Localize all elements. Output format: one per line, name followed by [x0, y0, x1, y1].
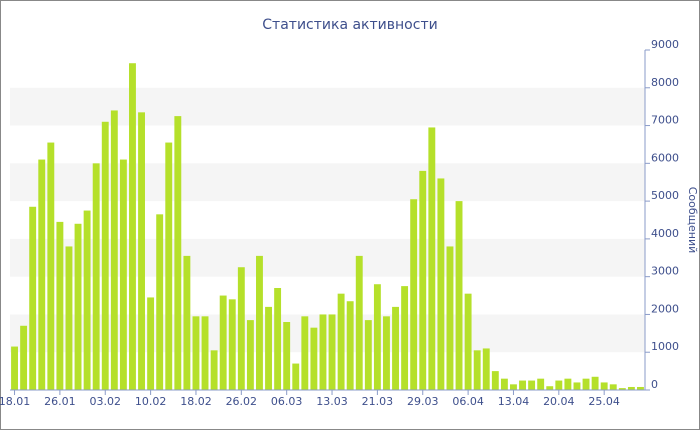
bar: [537, 378, 545, 390]
bar: [346, 301, 354, 390]
bar: [265, 306, 272, 390]
bar: [627, 386, 635, 390]
y-tick-label: 7000: [651, 114, 679, 127]
bar: [573, 382, 581, 390]
bar: [129, 63, 136, 390]
bar: [83, 210, 91, 390]
x-tick-label: 20.04: [543, 395, 575, 408]
bar: [546, 386, 554, 390]
bar: [428, 127, 436, 390]
bar: [319, 314, 327, 390]
bar: [473, 350, 481, 390]
bar: [38, 159, 46, 390]
bar: [482, 348, 490, 390]
y-tick-label: 3000: [651, 265, 679, 278]
x-tick-label: 26.01: [44, 395, 76, 408]
x-tick-label: 18.02: [180, 395, 212, 408]
y-tick-label: 0: [651, 378, 658, 391]
y-tick-label: 6000: [651, 151, 679, 164]
bar: [373, 284, 381, 390]
bar: [237, 267, 245, 390]
bar: [292, 363, 300, 390]
bar: [192, 316, 200, 390]
bar: [219, 295, 227, 390]
bar: [183, 255, 191, 390]
x-tick-label: 21.03: [362, 395, 394, 408]
bar: [600, 382, 608, 390]
bar: [138, 112, 145, 390]
x-tick-label: 25.04: [588, 395, 620, 408]
chart-title: Статистика активности: [262, 17, 437, 33]
bar: [419, 170, 427, 390]
bar: [455, 201, 463, 390]
bar: [156, 214, 164, 390]
bar: [383, 316, 390, 390]
bar: [500, 378, 508, 390]
bar: [47, 142, 55, 390]
bar: [564, 378, 572, 390]
bar: [355, 255, 363, 390]
bar: [519, 380, 526, 390]
y-tick-label: 1000: [651, 340, 679, 353]
bar: [364, 320, 372, 390]
bar: [246, 320, 254, 390]
bar: [618, 388, 626, 390]
bar: [410, 199, 418, 390]
x-tick-label: 13.03: [316, 395, 348, 408]
bar: [301, 316, 309, 390]
bar: [101, 121, 109, 391]
bar: [464, 293, 472, 390]
bar: [56, 221, 64, 390]
y-tick-label: 2000: [651, 302, 679, 315]
bar: [555, 380, 563, 390]
bar: [274, 288, 282, 390]
bar: [228, 299, 236, 390]
bar: [119, 159, 127, 390]
bar: [591, 376, 599, 390]
bar: [165, 142, 173, 390]
y-tick-label: 8000: [651, 76, 679, 89]
bar: [92, 163, 100, 390]
bar: [328, 314, 336, 390]
bar: [20, 325, 28, 390]
y-tick-label: 5000: [651, 189, 679, 202]
x-tick-label: 03.02: [90, 395, 122, 408]
bar: [528, 380, 536, 390]
x-tick-label: 10.02: [135, 395, 167, 408]
bar: [609, 384, 617, 390]
bar: [446, 246, 454, 390]
bar: [256, 255, 263, 390]
bar: [337, 293, 345, 390]
bar: [110, 110, 118, 390]
x-tick-label: 18.01: [0, 395, 30, 408]
bar: [29, 206, 37, 390]
bar: [392, 306, 399, 390]
bar: [74, 223, 82, 390]
bar: [174, 116, 182, 390]
grid-band: [10, 87, 645, 126]
y-tick-label: 4000: [651, 227, 679, 240]
bar: [582, 378, 590, 390]
y-tick-label: 9000: [651, 38, 679, 51]
x-tick-label: 13.04: [498, 395, 530, 408]
bar: [65, 246, 73, 390]
bar: [283, 322, 291, 390]
bar: [310, 327, 318, 390]
bar: [210, 350, 218, 390]
bar: [437, 178, 445, 390]
y-axis-title: Сообщений: [686, 187, 699, 254]
bar: [637, 386, 644, 390]
bar: [11, 346, 18, 390]
bar: [201, 316, 209, 390]
bar: [401, 286, 409, 390]
bar: [147, 297, 155, 390]
x-tick-label: 29.03: [407, 395, 439, 408]
bar: [491, 371, 499, 390]
x-tick-label: 06.03: [271, 395, 303, 408]
x-tick-label: 26.02: [226, 395, 258, 408]
x-tick-label: 06.04: [452, 395, 484, 408]
bar: [510, 384, 517, 390]
